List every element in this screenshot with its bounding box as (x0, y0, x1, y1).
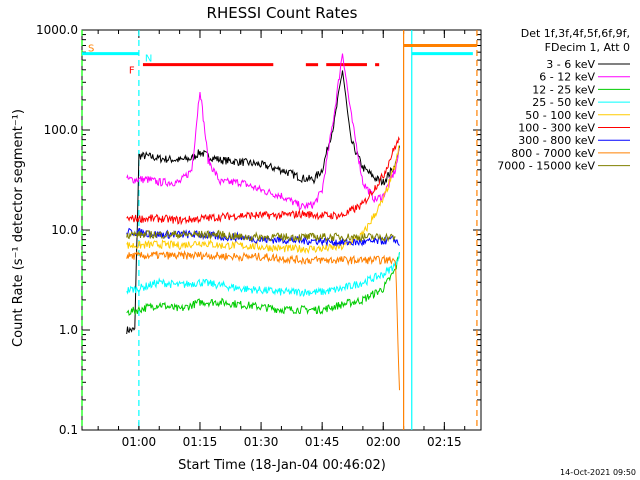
x-tick-label: 01:45 (305, 435, 340, 449)
x-tick-label: 01:00 (122, 435, 157, 449)
x-tick-label: 01:15 (183, 435, 218, 449)
series-line-800-7000-kev (126, 249, 400, 391)
x-tick-label: 02:00 (366, 435, 401, 449)
plot-area: S NF (81, 30, 478, 430)
legend-entry-label: 300 - 800 keV (518, 134, 595, 147)
x-tick-label: 02:15 (427, 435, 462, 449)
annotation-label: F (129, 66, 135, 77)
footer-timestamp: 14-Oct-2021 09:50 (560, 468, 636, 477)
series-line-25-50-kev (126, 252, 400, 298)
x-axis-label: Start Time (18-Jan-04 00:46:02) (178, 458, 386, 473)
series-line-6-12-kev (126, 53, 400, 210)
x-tick-label: 01:30 (244, 435, 279, 449)
legend-entry-label: 6 - 12 keV (539, 71, 595, 84)
series-line-3-6-kev (126, 70, 400, 335)
legend-entry-label: 3 - 6 keV (546, 58, 595, 71)
chart-title: RHESSI Count Rates (207, 4, 358, 22)
y-tick-label: 0.1 (59, 423, 78, 437)
annotation-label: N (145, 54, 152, 65)
legend-entry-label: 800 - 7000 keV (511, 147, 595, 160)
legend-entry-label: 50 - 100 keV (525, 109, 595, 122)
legend-header: Det 1f,3f,4f,5f,6f,9f, (521, 27, 630, 40)
annotation-label: S (88, 44, 94, 55)
legend: Det 1f,3f,4f,5f,6f,9f,FDecim 1, Att 0 3 -… (497, 27, 630, 173)
legend-header: FDecim 1, Att 0 (545, 41, 630, 54)
legend-entry-label: 100 - 300 keV (518, 122, 595, 135)
y-tick-label: 10.0 (51, 223, 78, 237)
y-tick-label: 100.0 (44, 123, 78, 137)
y-tick-label: 1.0 (59, 323, 78, 337)
series-line-12-25-kev (126, 252, 400, 316)
y-tick-label: 1000.0 (36, 23, 78, 37)
legend-entry-label: 7000 - 15000 keV (497, 160, 595, 173)
series-line-7000-15000-kev (126, 229, 396, 243)
axes: 0.1 1.0 10.0 100.0 1000.0 01:00 01:15 01:30 01:4… (36, 23, 482, 449)
legend-entry-label: 25 - 50 keV (532, 96, 595, 109)
series-line-100-300-kev (126, 135, 400, 226)
y-axis-label: Count Rate (s⁻¹ detector segment⁻¹) (11, 109, 26, 347)
series-line-50-100-kev (126, 145, 400, 254)
legend-entry-label: 12 - 25 keV (532, 83, 595, 96)
